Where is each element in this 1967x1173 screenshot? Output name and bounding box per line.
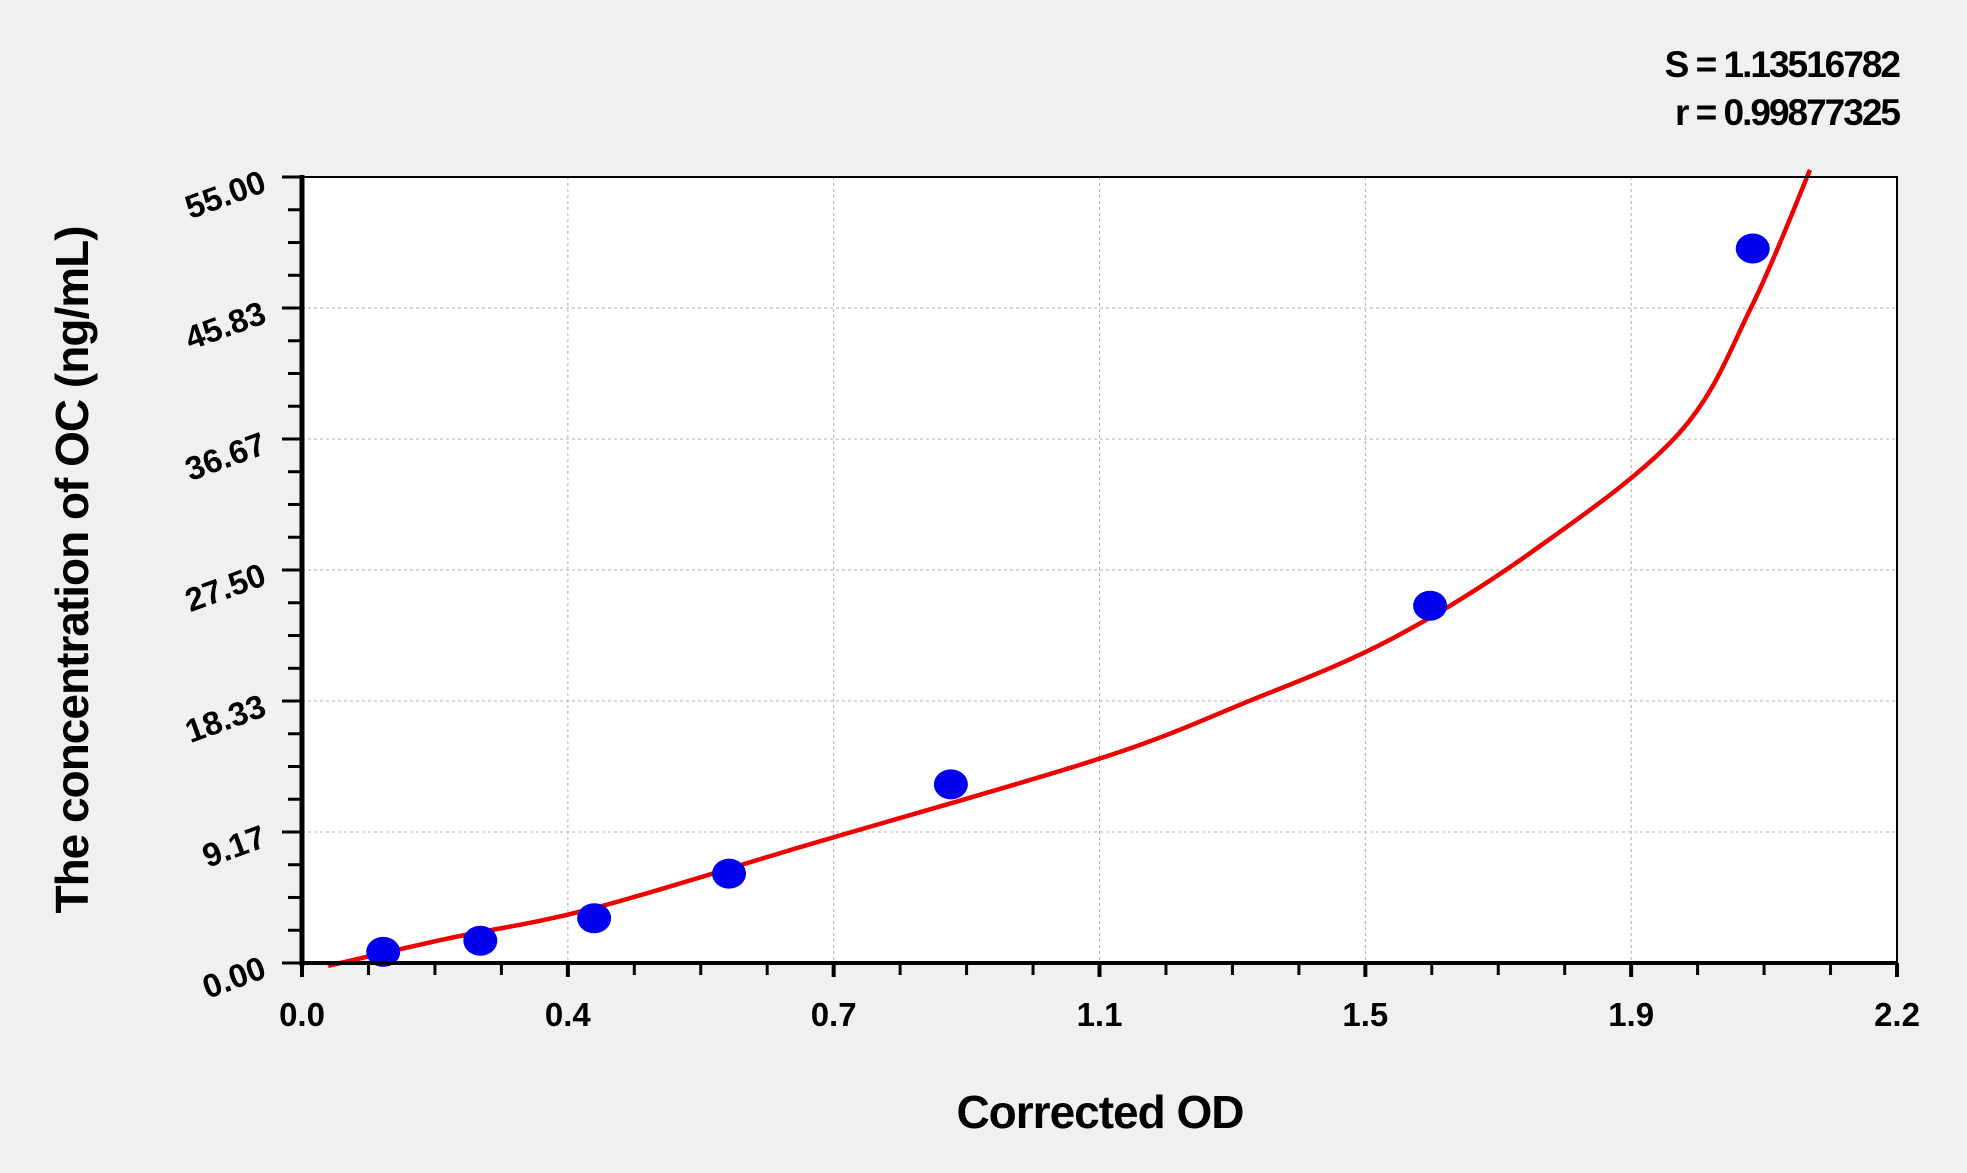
- y-tick-label: 18.33: [180, 687, 270, 750]
- x-tick-label: 0.4: [545, 996, 592, 1033]
- x-tick-label: 1.1: [1077, 996, 1123, 1033]
- s-value-label: S = 1.13516782: [1665, 44, 1901, 85]
- y-tick-label: 55.00: [180, 163, 270, 226]
- data-points: [366, 233, 1770, 967]
- data-point: [712, 858, 747, 889]
- data-point: [463, 925, 498, 956]
- x-tick-label: 0.7: [811, 996, 857, 1033]
- fit-curve: [327, 168, 1813, 969]
- y-tick-label: 27.50: [180, 556, 270, 619]
- data-point: [577, 903, 612, 934]
- y-tick-labels: 0.00 9.17 18.33 27.50 36.67 45.83 55.00: [180, 163, 270, 1006]
- x-tick-labels: 0.0 0.4 0.7 1.1 1.5 1.9 2.2: [279, 996, 1920, 1033]
- data-point: [933, 769, 968, 800]
- y-tick-label: 9.17: [197, 818, 270, 875]
- y-tick-label: 0.00: [197, 949, 270, 1006]
- y-tick-label: 45.83: [180, 294, 270, 357]
- r-value-label: r = 0.99877325: [1675, 92, 1900, 133]
- data-point: [1413, 590, 1448, 621]
- data-point: [1735, 233, 1770, 264]
- y-tick-label: 36.67: [180, 425, 270, 488]
- data-point: [366, 936, 401, 967]
- x-tick-label: 0.0: [279, 996, 325, 1033]
- gridlines: [302, 177, 1897, 963]
- x-tick-label: 2.2: [1874, 996, 1920, 1033]
- x-tick-label: 1.9: [1608, 996, 1654, 1033]
- x-axis-label: Corrected OD: [956, 1086, 1243, 1138]
- y-axis-label: The concentration of OC (ng/mL): [46, 226, 98, 913]
- x-tick-label: 1.5: [1342, 996, 1388, 1033]
